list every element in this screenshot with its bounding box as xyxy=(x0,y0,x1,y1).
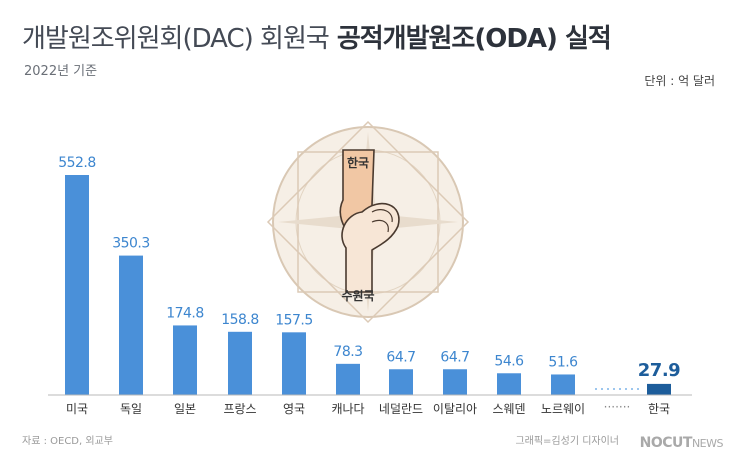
gap-marker-label: ······· xyxy=(604,400,631,414)
handshake-illustration: 한국 수원국 xyxy=(266,120,470,324)
category-label-1: 독일 xyxy=(120,402,142,416)
value-label-8: 54.6 xyxy=(494,353,524,369)
compass-square xyxy=(297,151,439,293)
bar-2 xyxy=(173,325,197,395)
value-label-2: 174.8 xyxy=(166,305,204,321)
bar-0 xyxy=(65,175,89,395)
illustration-label-top: 한국 xyxy=(347,155,369,170)
value-label-9: 51.6 xyxy=(548,354,578,370)
chart-title: 개발원조위원회(DAC) 회원국 공적개발원조(ODA) 실적 xyxy=(22,18,612,55)
value-label-6: 64.7 xyxy=(386,349,415,365)
bar-3 xyxy=(228,331,252,395)
category-label-3: 프랑스 xyxy=(223,402,256,416)
lower-arm-icon xyxy=(341,202,400,293)
bar-1 xyxy=(119,255,143,395)
value-label-3: 158.8 xyxy=(221,312,259,328)
finger-line-icon xyxy=(371,209,393,223)
category-label-6: 네덜란드 xyxy=(379,402,423,416)
illustration-label-bottom: 수원국 xyxy=(341,289,374,303)
bar-4 xyxy=(282,332,306,395)
subtitle: 2022년 기준 xyxy=(24,64,98,79)
logo-sub: NEWS xyxy=(691,437,724,450)
category-label-10: 한국 xyxy=(648,402,670,416)
bars-group: 552.8 미국 350.3 독일 174.8 일본 158.8 프랑스 157.5 영국 78.3… xyxy=(58,155,681,416)
category-label-7: 이탈리아 xyxy=(433,402,477,416)
category-label-8: 스웨덴 xyxy=(492,402,525,416)
title-part-1: 개발원조위원회(DAC) 회원국 xyxy=(22,24,330,54)
finger-line-2-icon xyxy=(371,219,389,233)
category-label-2: 일본 xyxy=(174,402,196,416)
title-part-2: 공적개발원조(ODA) 실적 xyxy=(336,24,612,54)
graphic-credit: 그래픽=김성기 디자이너 xyxy=(515,436,619,447)
bar-9 xyxy=(551,374,575,395)
value-label-0: 552.8 xyxy=(58,155,96,171)
value-label-4: 157.5 xyxy=(275,312,313,328)
bar-6 xyxy=(389,369,413,395)
category-label-4: 영국 xyxy=(283,402,305,416)
value-label-1: 350.3 xyxy=(112,236,150,252)
bar-5 xyxy=(336,363,360,395)
logo-main: NOCUT xyxy=(639,435,693,451)
value-label-7: 64.7 xyxy=(440,349,469,365)
source-note: 자료 : OECD, 외교부 xyxy=(22,436,113,447)
value-label-5: 78.3 xyxy=(333,344,362,360)
nocut-news-logo: NOCUTNEWS xyxy=(639,435,724,451)
unit-label: 단위 : 억 달러 xyxy=(644,74,715,88)
bar-7 xyxy=(443,369,467,395)
category-label-5: 캐나다 xyxy=(331,402,364,416)
bar-10 xyxy=(647,383,671,395)
compass-diamond xyxy=(266,120,470,324)
value-label-10: 27.9 xyxy=(638,360,680,381)
category-label-0: 미국 xyxy=(66,402,88,416)
category-label-9: 노르웨이 xyxy=(541,402,585,416)
bar-8 xyxy=(497,373,521,395)
